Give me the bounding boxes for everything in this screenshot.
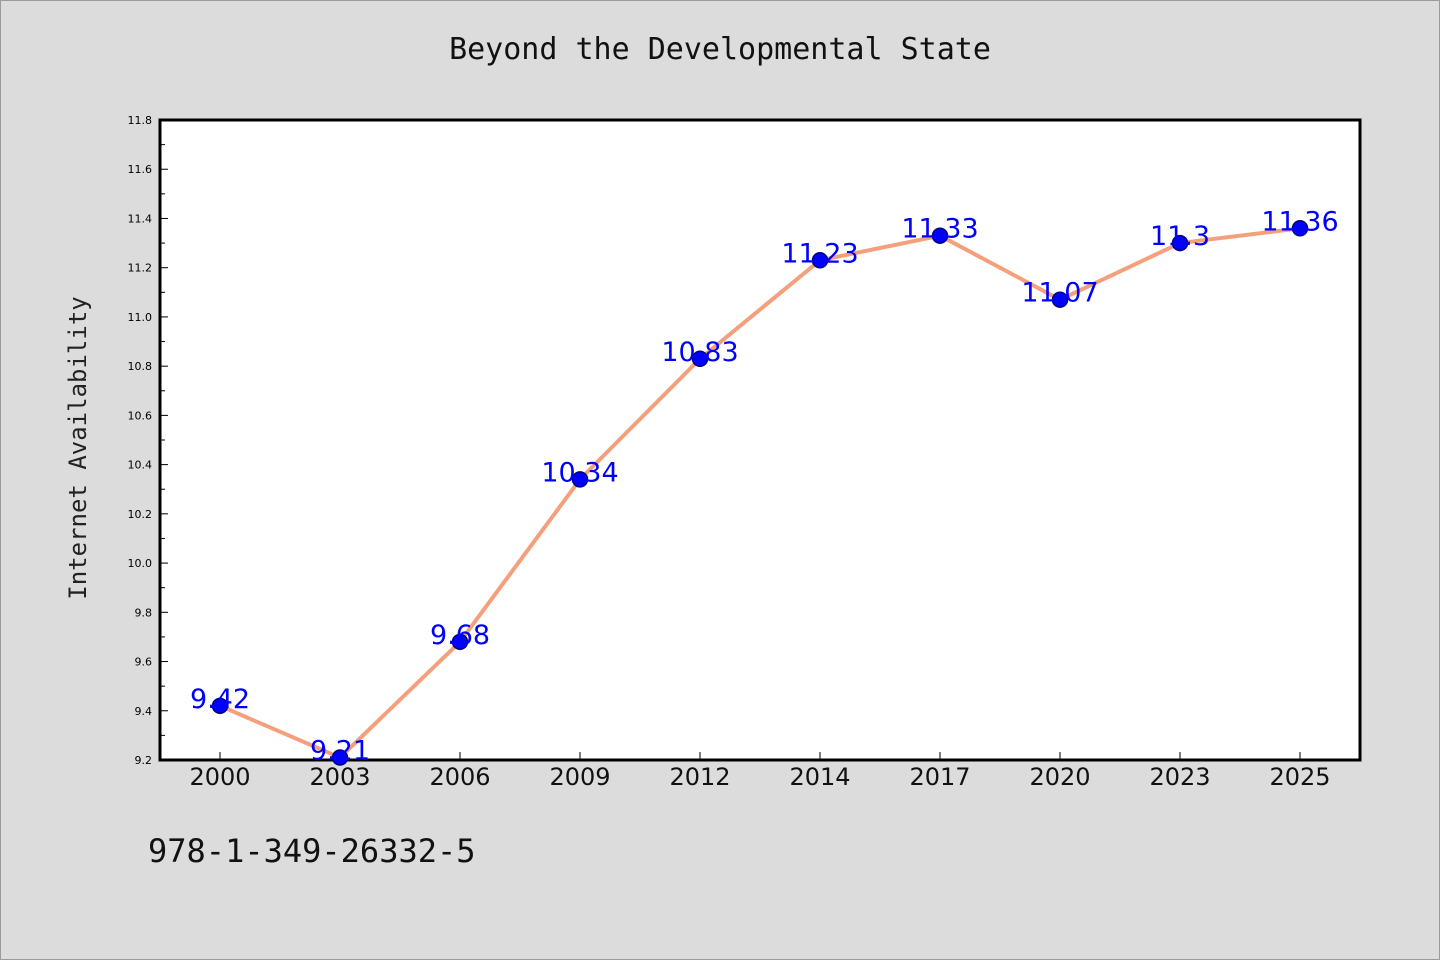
y-tick-label: 11.4	[128, 212, 153, 225]
data-point	[451, 633, 469, 651]
x-tick-label: 2020	[1029, 763, 1090, 791]
data-point	[1291, 220, 1309, 237]
y-tick-label: 9.2	[135, 754, 153, 767]
data-label-layer: 9.42 9.21 9.68 10.34 10.83 11.23 11.33 11.07 11.…	[190, 206, 1339, 766]
x-tick-label: 2003	[309, 763, 370, 791]
y-axis-title: Internet Availability	[64, 296, 92, 599]
y-tick-label: 9.4	[135, 705, 153, 718]
data-point	[211, 697, 229, 715]
data-label: 9.21	[310, 736, 370, 767]
marker-layer	[211, 220, 1309, 766]
y-tick-label: 11.2	[128, 262, 153, 275]
data-label: 11.23	[781, 238, 858, 269]
y-tick-label: 10.4	[128, 459, 153, 472]
data-label: 11.33	[901, 214, 978, 245]
x-tick-label: 2006	[429, 763, 490, 791]
footer-isbn: 978-1-349-26332-5	[148, 832, 476, 870]
data-point	[931, 227, 949, 244]
y-tick-label: 10.8	[128, 360, 153, 373]
series-layer	[219, 226, 1301, 760]
y-tick-label: 9.8	[135, 606, 153, 619]
data-label: 11.36	[1261, 206, 1338, 237]
data-point	[691, 350, 709, 368]
data-point	[1051, 291, 1069, 308]
data-label: 10.34	[541, 457, 618, 488]
y-tick-label: 11.6	[128, 163, 153, 176]
y-tick-label: 10.0	[128, 557, 153, 570]
data-point	[571, 471, 589, 488]
data-label: 9.68	[430, 620, 490, 651]
data-point	[811, 252, 829, 269]
series-line	[219, 226, 1301, 760]
y-tick-label: 11.0	[128, 311, 153, 324]
x-axis: 2000 2003 2006 2009 2012 2014 2017 2020 2023 2025	[189, 752, 1331, 791]
data-label: 10.83	[661, 337, 738, 368]
x-tick-label: 2014	[789, 763, 850, 791]
x-tick-label: 2009	[549, 763, 610, 791]
y-tick-label: 9.6	[135, 656, 153, 669]
data-point	[1171, 234, 1189, 252]
y-tick-label: 10.2	[128, 508, 153, 521]
y-tick-label: 10.6	[128, 409, 153, 422]
x-tick-label: 2025	[1269, 763, 1330, 791]
x-tick-label: 2023	[1149, 763, 1210, 791]
data-label: 11.3	[1150, 221, 1210, 252]
plot-area	[158, 118, 1362, 762]
x-tick-label: 2017	[909, 763, 970, 791]
x-tick-label: 2000	[189, 763, 250, 791]
data-point	[331, 749, 349, 766]
data-label: 11.07	[1021, 278, 1098, 309]
chart-title: Beyond the Developmental State	[449, 32, 991, 67]
y-tick-label: 11.8	[128, 114, 153, 127]
data-label: 9.42	[190, 684, 250, 715]
y-axis: 9.2 9.4 9.6 9.8 10.0 10.2 10.4 10.6 10.8 11.0 11.2…	[128, 114, 168, 767]
x-tick-label: 2012	[669, 763, 730, 791]
